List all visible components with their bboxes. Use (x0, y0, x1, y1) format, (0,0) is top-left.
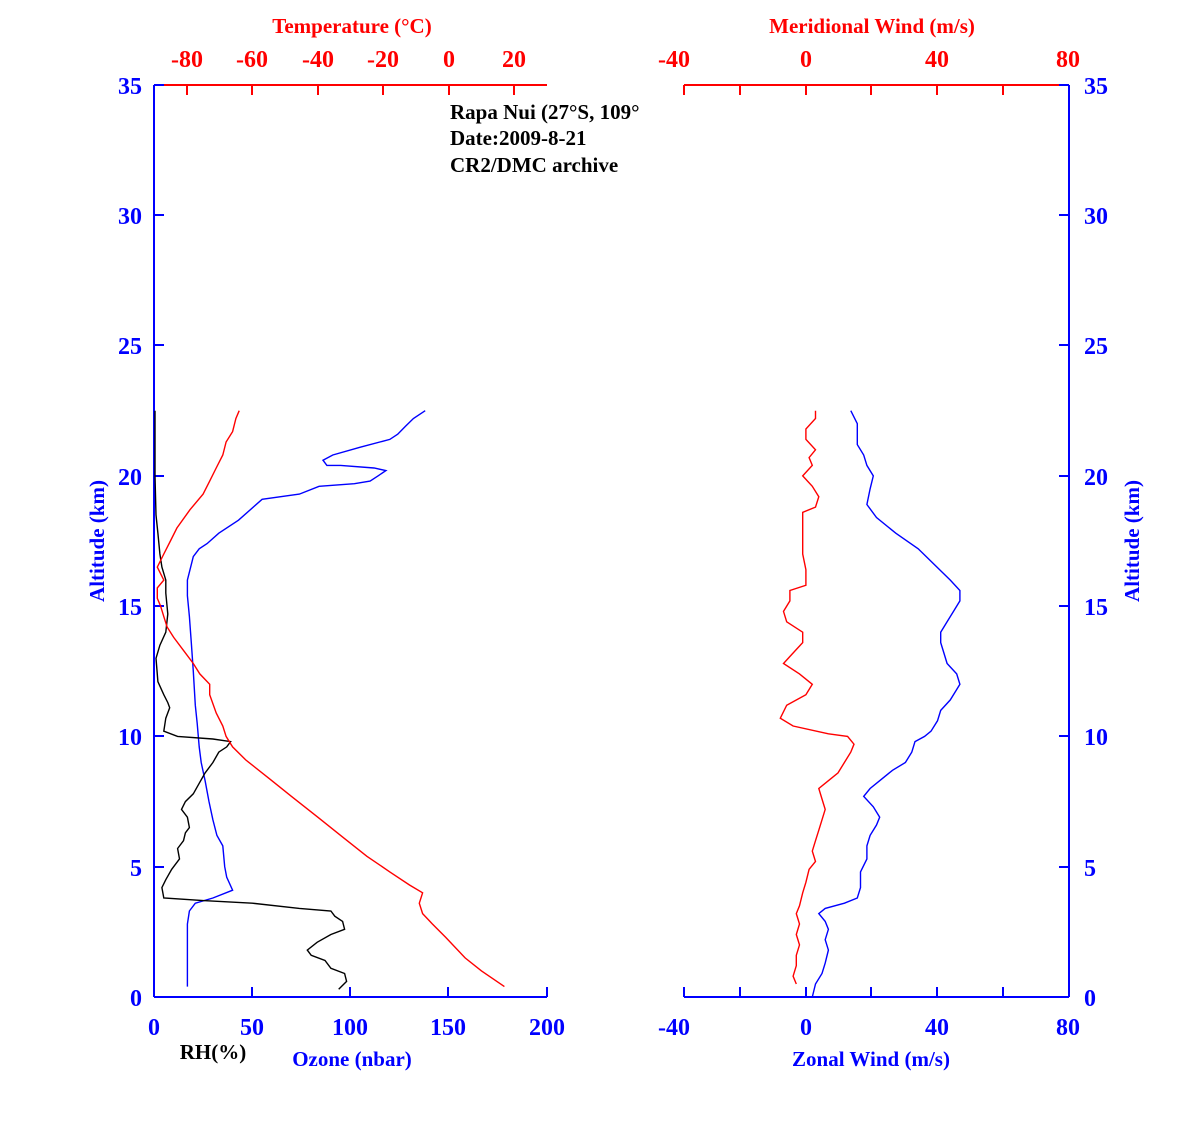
meridional-wind-profile-line (779, 410, 855, 985)
right-y-tick-labels: 0 5 10 15 20 25 30 35 (1084, 74, 1108, 1012)
left-x-tick-labels: 0 50 100 150 200 (148, 1015, 565, 1041)
right-xtick-label-3: 80 (1056, 1015, 1080, 1041)
left-ytick-label-5: 5 (130, 856, 142, 882)
left-ytick-label-15: 15 (118, 595, 142, 621)
zonal-wind-profile-line (811, 410, 961, 998)
right-y-ticks (1059, 84, 1069, 998)
left-x2tick-label-5: 20 (502, 47, 526, 73)
right-x2tick-label-1: 0 (800, 47, 812, 73)
date-annotation: Date:2009-8-21 (450, 126, 586, 150)
left-xtick-label-4: 200 (529, 1015, 565, 1041)
rh-axis-title: RH(%) (180, 1040, 247, 1064)
temperature-profile-line (156, 410, 505, 988)
ozone-axis-title: Ozone (nbar) (292, 1047, 412, 1071)
right-x2-ticks (683, 85, 1004, 95)
left-x2tick-label-1: -60 (236, 47, 268, 73)
left-x2tick-label-4: 0 (443, 47, 455, 73)
right-x2-tick-labels: -40 0 40 80 (658, 47, 1080, 73)
left-ytick-label-35: 35 (118, 74, 142, 100)
left-ytick-label-10: 10 (118, 725, 142, 751)
left-x2tick-label-2: -40 (302, 47, 334, 73)
right-x2tick-label-3: 80 (1056, 47, 1080, 73)
right-xtick-label-0: -40 (658, 1015, 690, 1041)
left-top-axis-title: Temperature (°C) (272, 14, 431, 38)
left-ytick-label-30: 30 (118, 204, 142, 230)
right-bottom-axis-title: Zonal Wind (m/s) (792, 1047, 950, 1071)
right-ytick-label-0: 0 (1084, 986, 1096, 1012)
left-xtick-label-3: 150 (430, 1015, 466, 1041)
left-x2-ticks (186, 85, 515, 95)
left-x2tick-label-0: -80 (171, 47, 203, 73)
right-x2tick-label-2: 40 (925, 47, 949, 73)
left-y-tick-labels: 0 5 10 15 20 25 30 35 (118, 74, 142, 1012)
right-xtick-label-1: 0 (800, 1015, 812, 1041)
left-y-ticks (154, 84, 164, 998)
right-ytick-label-20: 20 (1084, 465, 1108, 491)
right-x-ticks (683, 987, 1004, 997)
left-y-axis-title: Altitude (km) (85, 480, 109, 602)
left-xtick-label-0: 0 (148, 1015, 160, 1041)
left-ytick-label-20: 20 (118, 465, 142, 491)
left-xtick-label-2: 100 (332, 1015, 368, 1041)
left-ytick-label-25: 25 (118, 334, 142, 360)
station-annotation: Rapa Nui (27°S, 109° (450, 100, 640, 124)
left-ytick-label-0: 0 (130, 986, 142, 1012)
right-ytick-label-5: 5 (1084, 856, 1096, 882)
right-ytick-label-10: 10 (1084, 725, 1108, 751)
right-ytick-label-35: 35 (1084, 74, 1108, 100)
left-x2tick-label-3: -20 (367, 47, 399, 73)
left-panel: 0 50 100 150 200 -80 -60 -40 -20 0 20 (85, 14, 640, 1071)
rh-profile-line (154, 410, 348, 990)
left-x-ticks (153, 987, 548, 997)
right-top-axis-title: Meridional Wind (m/s) (769, 14, 975, 38)
right-x2tick-label-0: -40 (658, 47, 690, 73)
right-xtick-label-2: 40 (925, 1015, 949, 1041)
right-ytick-label-30: 30 (1084, 204, 1108, 230)
right-ytick-label-15: 15 (1084, 595, 1108, 621)
left-xtick-label-1: 50 (240, 1015, 264, 1041)
right-y-axis-title: Altitude (km) (1120, 480, 1144, 602)
ozone-profile-line (186, 410, 426, 987)
archive-annotation: CR2/DMC archive (450, 153, 618, 177)
right-x-tick-labels: -40 0 40 80 (658, 1015, 1080, 1041)
right-panel: -40 0 40 80 -40 0 40 80 (658, 14, 1144, 1071)
left-x2-tick-labels: -80 -60 -40 -20 0 20 (171, 47, 526, 73)
right-ytick-label-25: 25 (1084, 334, 1108, 360)
